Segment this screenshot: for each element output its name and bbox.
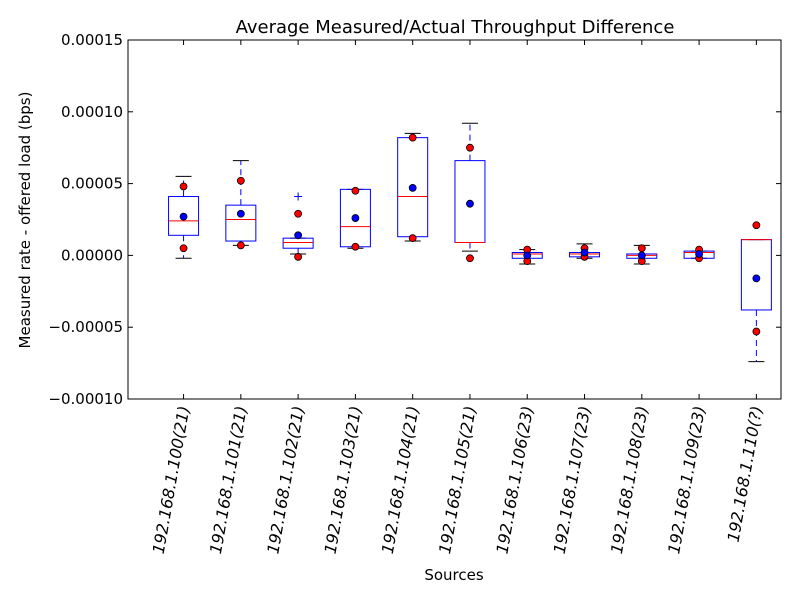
x-tick-label: 192.168.1.101(21) [206,404,251,555]
y-tick-label: −0.00010 [48,390,123,408]
y-tick-label: 0.00000 [61,246,123,264]
x-tick-label: 192.168.1.108(23) [607,404,652,555]
box-group: 192.168.1.105(21) [435,40,486,555]
red-point [236,241,245,250]
box-group: 192.168.1.101(21) [206,40,257,555]
iqr-box [168,196,200,236]
red-point [179,244,188,253]
y-tick-label: −0.00005 [48,318,123,336]
box-group: 192.168.1.104(21) [378,40,429,555]
red-point [466,143,474,152]
box-group: 192.168.1.107(23) [550,40,601,555]
red-point [294,209,303,218]
box-group: 192.168.1.110(?) [724,40,772,544]
iqr-box [282,237,314,249]
red-point [408,234,417,243]
blue-point [752,274,761,283]
blue-point [466,199,474,208]
y-tick-label: 0.00010 [61,103,123,121]
blue-point [179,212,188,221]
x-tick-label: 192.168.1.110(?) [724,404,767,543]
red-point [294,252,303,261]
x-tick-label: 192.168.1.106(23) [492,404,537,555]
box-group: 192.168.1.100(21) [149,40,200,555]
chart-title: Average Measured/Actual Throughput Diffe… [236,17,675,38]
x-tick-label: 192.168.1.109(23) [664,404,709,555]
y-tick-label: 0.00015 [61,31,123,49]
blue-point [351,214,360,222]
y-axis-label: Measured rate - offered load (bps) [16,92,34,349]
blue-point [408,184,417,192]
iqr-box [225,204,257,242]
x-tick-label: 192.168.1.105(21) [435,404,480,555]
red-point [637,244,646,253]
plot-frame [127,39,782,400]
blue-point [294,231,303,240]
red-point [236,176,245,185]
box-group: 192.168.1.102(21) [263,40,314,555]
x-tick-label: 192.168.1.104(21) [378,404,423,555]
x-tick-label: 192.168.1.100(21) [149,404,194,555]
y-tick-label: 0.00005 [61,175,123,193]
x-tick-label: 192.168.1.103(21) [321,404,366,555]
blue-point [236,209,245,218]
red-point [752,221,761,230]
outlier-marker [294,192,303,201]
blue-point [695,250,703,258]
red-point [408,133,417,142]
red-point [351,186,360,195]
red-point [351,242,360,251]
blue-point [637,251,646,260]
box-group: 192.168.1.109(23) [664,40,715,555]
x-tick-label: 192.168.1.107(23) [550,404,595,555]
box-group: 192.168.1.103(21) [321,40,371,555]
blue-point [523,251,532,260]
red-point [466,254,474,263]
red-point [179,182,188,191]
box-group: 192.168.1.108(23) [607,40,658,555]
blue-point [580,248,589,257]
box-group: 192.168.1.106(23) [492,40,543,555]
red-point [752,327,761,336]
plot-layer: −0.00010 −0.00005 0.00000 0.00005 0.00010 0.0… [48,31,781,555]
x-axis-label: Sources [424,566,484,584]
x-tick-label: 192.168.1.102(21) [263,404,308,555]
